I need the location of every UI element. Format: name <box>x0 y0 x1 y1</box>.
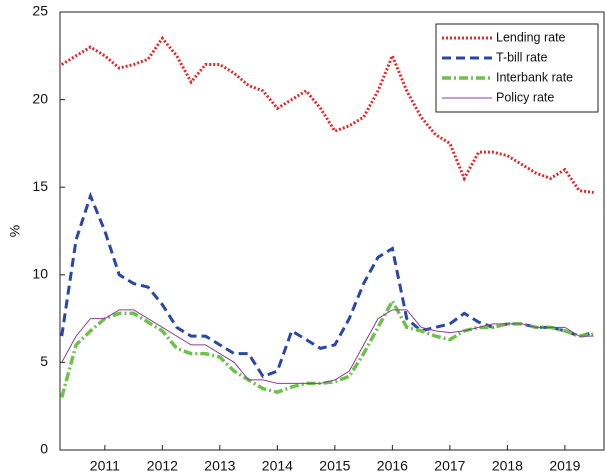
legend-label: Lending rate <box>496 30 566 44</box>
y-tick-label: 0 <box>40 441 48 457</box>
y-tick-label: 25 <box>32 3 48 19</box>
legend-label: T-bill rate <box>496 50 547 64</box>
legend: Lending rate T-bill rate Interbank rate Pol… <box>435 23 599 113</box>
x-tick-label: 2014 <box>262 458 293 474</box>
legend-label: Interbank rate <box>496 70 573 84</box>
x-tick-label: 2017 <box>434 458 465 474</box>
y-tick-label: 5 <box>40 353 48 369</box>
series-line <box>60 191 595 379</box>
x-tick-label: 2011 <box>90 458 120 474</box>
y-tick-label: 20 <box>32 90 48 106</box>
legend-label: Policy rate <box>496 90 554 104</box>
x-tick-label: 2012 <box>147 458 178 474</box>
series-line <box>61 309 594 384</box>
series-line <box>60 297 594 398</box>
y-tick-label: 15 <box>32 178 48 194</box>
x-tick-label: 2019 <box>549 458 580 474</box>
x-tick-label: 2013 <box>204 458 235 474</box>
plot-frame <box>59 11 605 451</box>
y-axis-label: % <box>7 225 23 237</box>
y-tick-label: 10 <box>32 266 48 282</box>
series-line <box>60 35 594 194</box>
x-tick-label: 2015 <box>319 458 350 474</box>
x-tick-label: 2018 <box>492 458 523 474</box>
x-tick-label: 2016 <box>377 458 408 474</box>
